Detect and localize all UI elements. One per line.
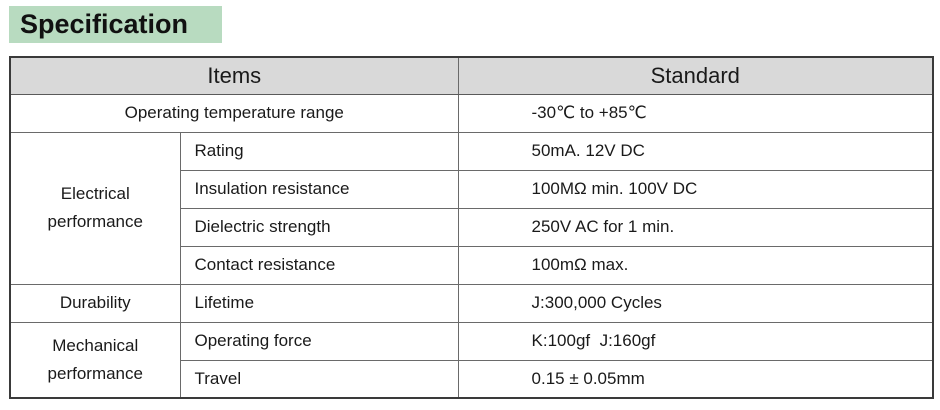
group-label-mechanical-text: Mechanical performance [47,335,143,383]
row-value-temperature: -30℃ to +85℃ [457,93,934,133]
row-label-travel: Travel [179,359,459,399]
row-value-contact: 100mΩ max. [457,245,934,285]
table-row: Operating temperature range -30℃ to +85℃ [9,93,934,133]
row-value-insulation: 100MΩ min. 100V DC [457,169,934,209]
row-value-operating-force: K:100gf J:160gf [457,321,934,361]
row-label-dielectric: Dielectric strength [179,207,459,247]
table-row: Insulation resistance 100MΩ min. 100V DC [10,169,934,209]
section-heading: Specification [9,6,222,43]
group-label-durability: Durability [9,283,181,323]
table-header-row: Items Standard [9,56,934,95]
table-row: Electrical performance Rating 50mA. 12V … [9,131,934,285]
row-value-rating: 50mA. 12V DC [457,131,934,171]
column-header-items: Items [9,56,459,95]
group-label-electrical: Electrical performance [9,131,181,285]
row-label-contact: Contact resistance [179,245,459,285]
row-label-temperature: Operating temperature range [9,93,459,133]
table-row: Durability Lifetime J:300,000 Cycles [9,283,934,323]
group-label-electrical-text: Electrical performance [47,184,143,231]
row-value-travel: 0.15 ± 0.05mm [457,359,934,399]
table-row: Mechanical performance Operating force K… [9,321,934,399]
row-value-lifetime: J:300,000 Cycles [457,283,934,323]
row-label-lifetime: Lifetime [179,283,459,323]
row-label-insulation: Insulation resistance [179,169,459,209]
row-value-dielectric: 250V AC for 1 min. [457,207,934,247]
table-row: Contact resistance 100mΩ max. [10,245,934,285]
table-row: Dielectric strength 250V AC for 1 min. [10,207,934,247]
specification-table: Items Standard Operating temperature ran… [9,56,935,399]
table-row: Travel 0.15 ± 0.05mm [10,359,934,399]
group-label-mechanical: Mechanical performance [9,321,181,399]
column-header-standard: Standard [457,56,934,95]
row-label-rating: Rating [179,131,459,171]
row-label-operating-force: Operating force [179,321,459,361]
